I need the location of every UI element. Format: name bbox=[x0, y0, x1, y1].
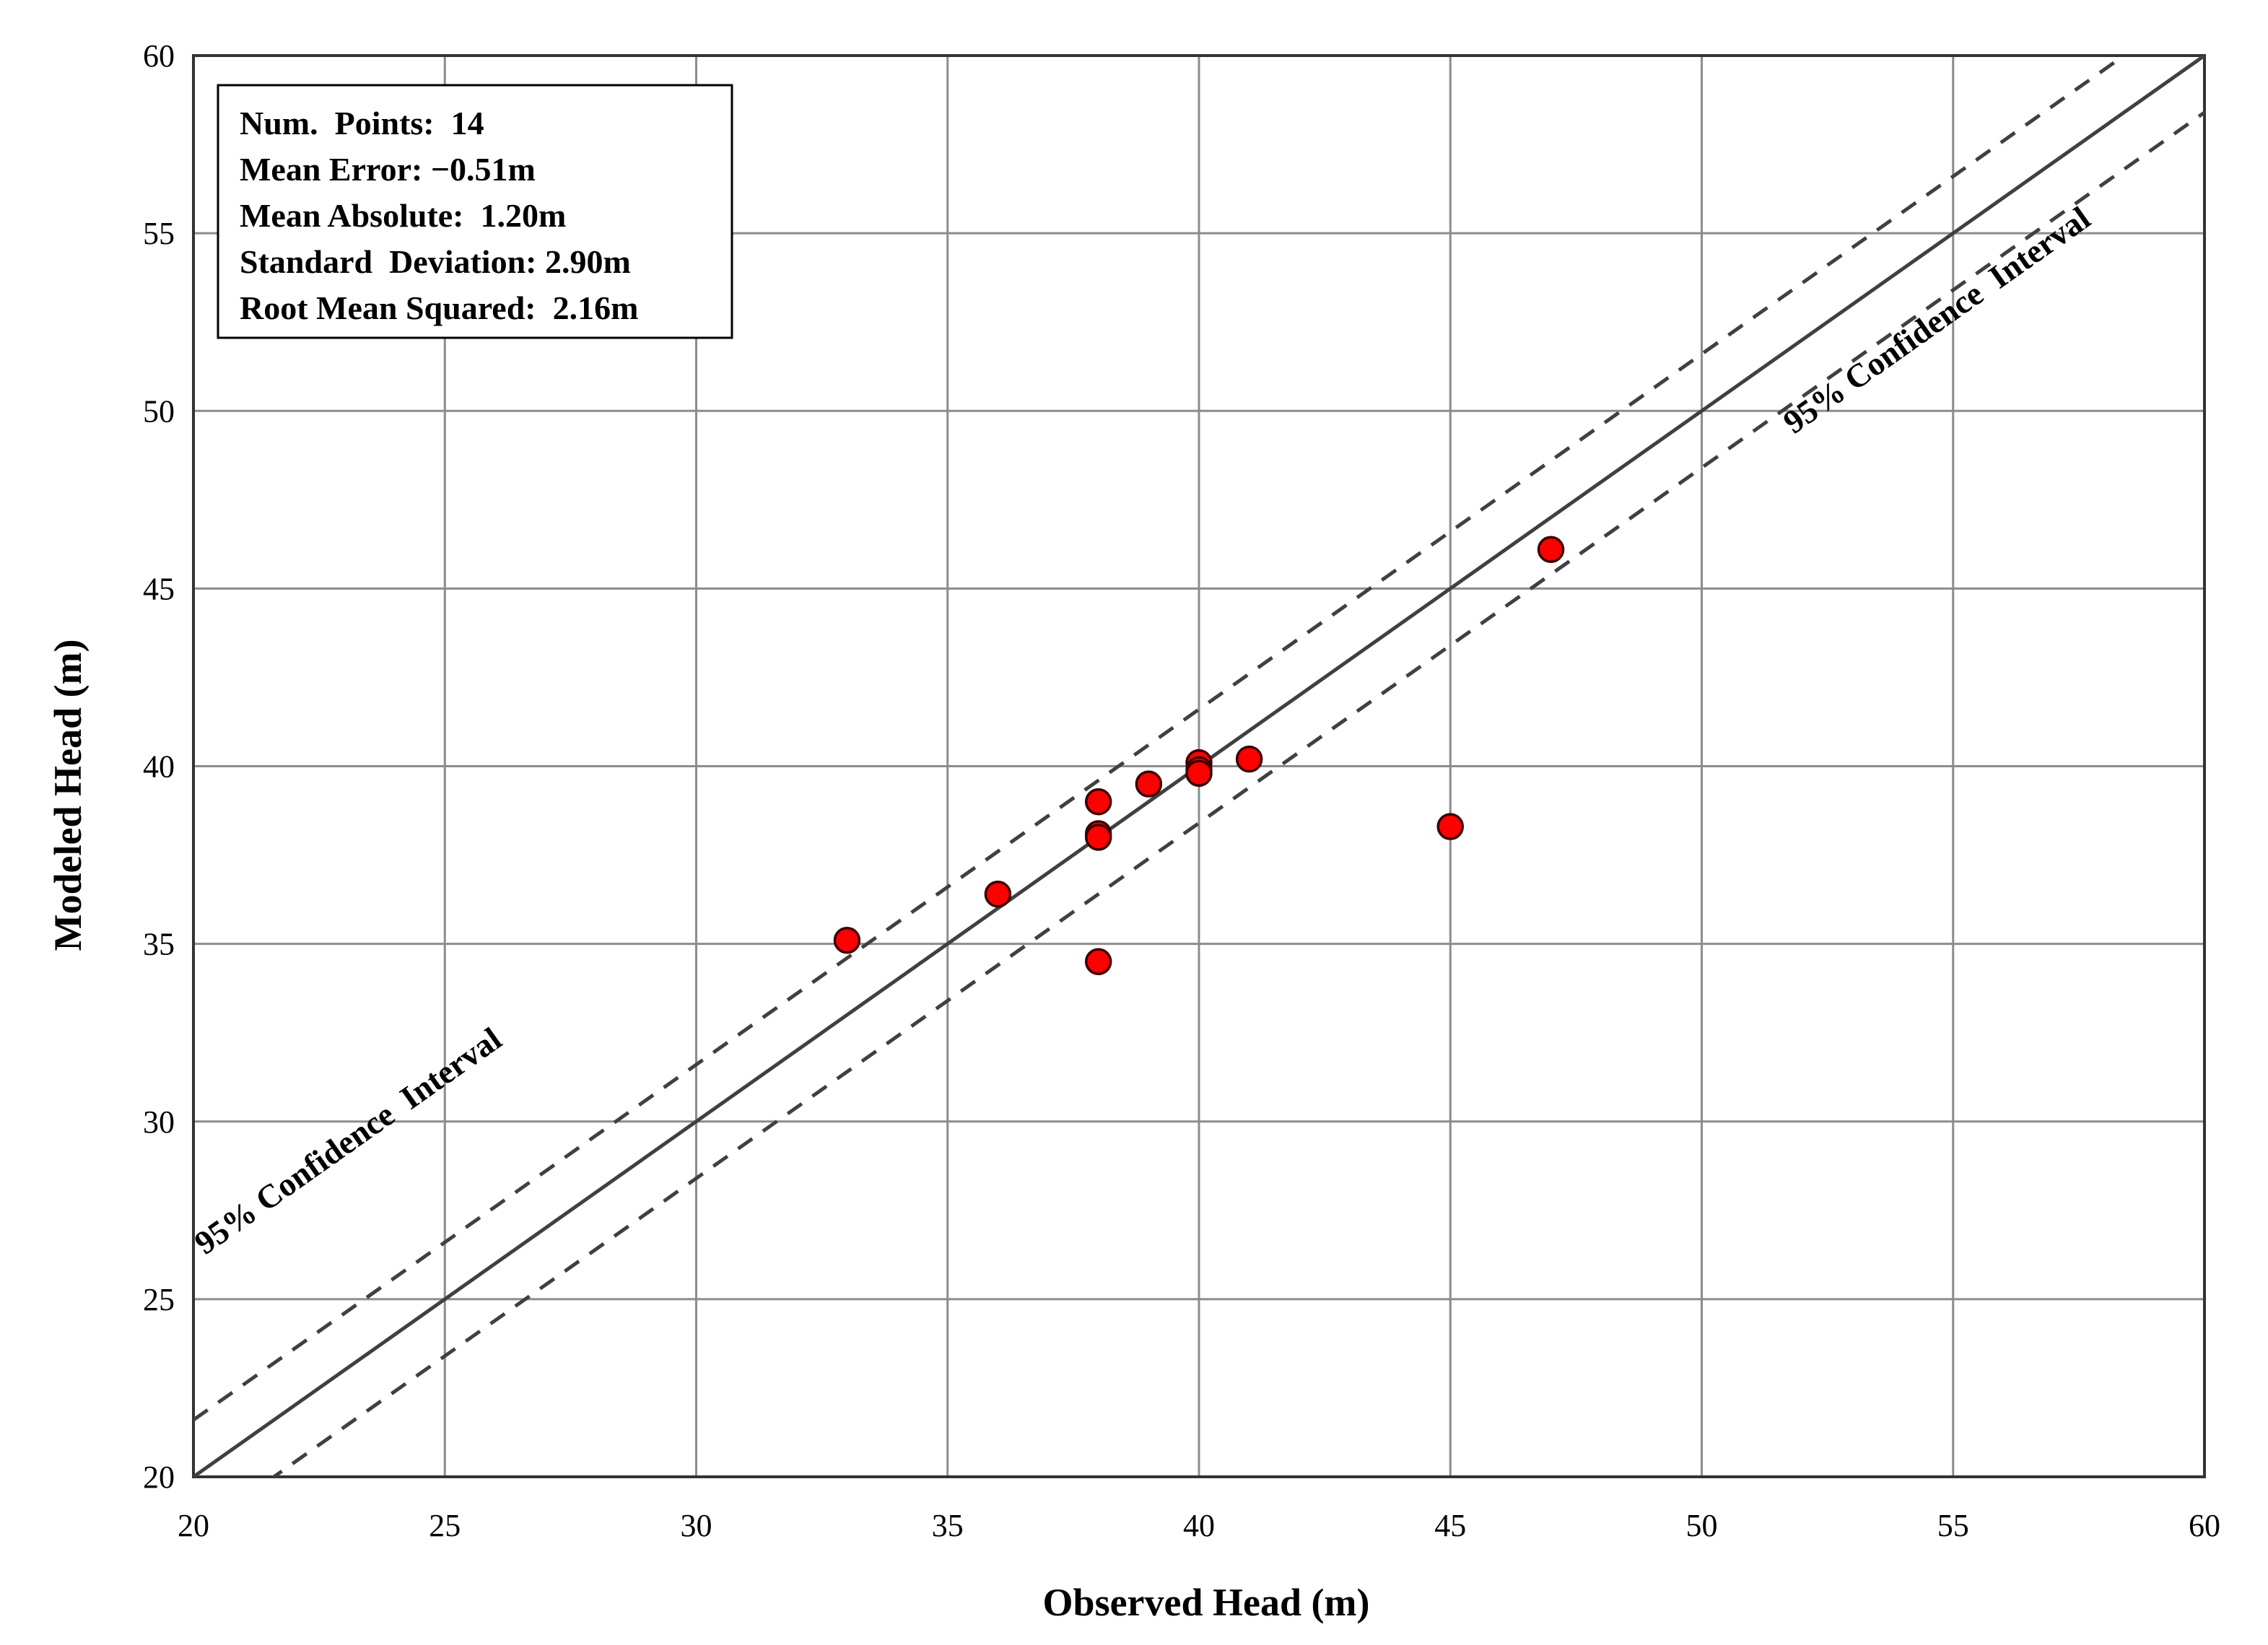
y-tick-label: 25 bbox=[143, 1282, 175, 1317]
x-axis-title: Observed Head (m) bbox=[1043, 1581, 1370, 1624]
data-point bbox=[1084, 824, 1112, 851]
data-point bbox=[833, 926, 861, 954]
data-point bbox=[984, 880, 1012, 908]
x-tick-label: 20 bbox=[178, 1508, 209, 1543]
x-tick-label: 45 bbox=[1434, 1508, 1466, 1543]
data-point bbox=[1537, 536, 1565, 563]
data-point bbox=[1185, 759, 1213, 787]
stats-line: Root Mean Squared: 2.16m bbox=[240, 289, 638, 326]
y-tick-label: 45 bbox=[143, 571, 175, 606]
x-tick-label: 50 bbox=[1686, 1508, 1718, 1543]
x-tick-label: 40 bbox=[1183, 1508, 1215, 1543]
stats-line: Mean Error: −0.51m bbox=[240, 151, 536, 188]
data-point bbox=[1135, 770, 1163, 798]
data-point bbox=[1084, 948, 1112, 975]
y-axis-title: Modeled Head (m) bbox=[46, 640, 90, 951]
x-tick-label: 25 bbox=[429, 1508, 461, 1543]
y-tick-label: 35 bbox=[143, 927, 175, 962]
data-point bbox=[1436, 813, 1464, 840]
ci-annotation-label: 95% Confidence Interval bbox=[188, 1020, 508, 1261]
y-tick-label: 60 bbox=[143, 38, 175, 74]
y-tick-label: 55 bbox=[143, 216, 175, 251]
plot-area-border bbox=[192, 54, 2206, 1478]
stats-line: Standard Deviation: 2.90m bbox=[240, 243, 631, 280]
data-point bbox=[1235, 745, 1263, 773]
y-tick-label: 40 bbox=[143, 749, 175, 785]
ci-lower-line bbox=[271, 110, 2204, 1477]
stats-box bbox=[217, 84, 733, 339]
ci-upper-line bbox=[193, 56, 2127, 1422]
x-tick-label: 55 bbox=[1937, 1508, 1969, 1543]
ci-annotation-label: 95% Confidence Interval bbox=[1776, 199, 2097, 440]
y-tick-label: 30 bbox=[143, 1104, 175, 1140]
stats-line: Mean Absolute: 1.20m bbox=[240, 197, 566, 234]
data-point bbox=[1084, 787, 1112, 816]
x-tick-label: 35 bbox=[932, 1508, 964, 1543]
y-tick-label: 50 bbox=[143, 393, 175, 429]
stats-line: Num. Points: 14 bbox=[240, 105, 484, 141]
x-tick-label: 60 bbox=[2189, 1508, 2220, 1543]
y-tick-label: 20 bbox=[143, 1459, 175, 1495]
x-tick-label: 30 bbox=[681, 1508, 712, 1543]
